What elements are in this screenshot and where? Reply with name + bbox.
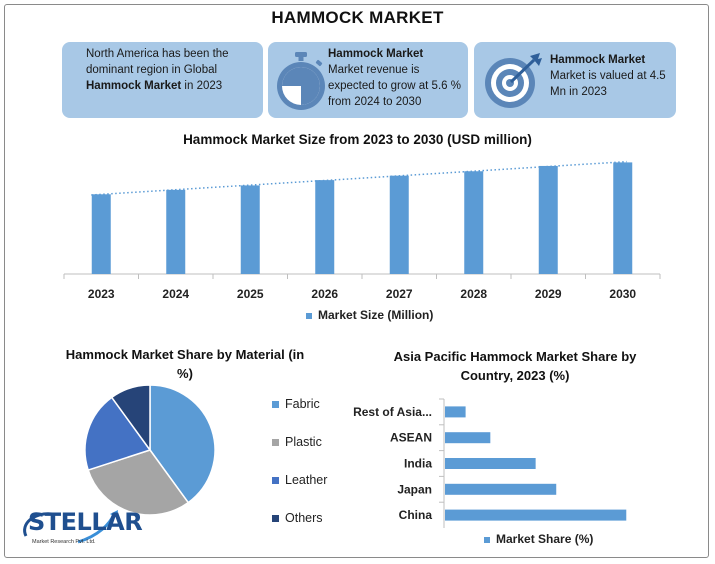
pie-legend-fabric: Fabric — [272, 397, 320, 411]
target-icon — [485, 53, 542, 108]
bar-chart-legend: Market Size (Million) — [306, 308, 433, 322]
y-tick-label: ASEAN — [390, 431, 432, 445]
x-tick-label: 2030 — [609, 287, 636, 301]
bar — [538, 165, 558, 274]
y-tick-label: India — [404, 457, 432, 471]
y-tick-label: China — [399, 508, 433, 522]
pie-legend-leather: Leather — [272, 473, 327, 487]
card-growth-heading: Hammock Market — [328, 48, 424, 60]
pie-legend-label: Leather — [285, 473, 328, 487]
x-tick-label: 2026 — [311, 287, 338, 301]
bar — [613, 162, 633, 274]
hbar-chart-legend: Market Share (%) — [484, 532, 593, 546]
y-tick-label: Rest of Asia... — [353, 405, 432, 419]
x-tick-label: 2023 — [88, 287, 115, 301]
stellar-logo: STELLAR Market Research Pvt. Ltd. — [18, 506, 143, 551]
x-tick-label: 2024 — [162, 287, 189, 301]
pie-slice-fabric — [149, 384, 216, 504]
legend-swatch — [272, 439, 279, 447]
x-tick-label: 2025 — [237, 287, 264, 301]
pie-legend-label: Fabric — [285, 397, 320, 411]
x-tick-label: 2027 — [386, 287, 413, 301]
infographic-frame — [4, 4, 709, 558]
card-region-text: North America has been the dominant regi… — [86, 48, 229, 76]
hbar-chart-title: Asia Pacific Hammock Market Share by Cou… — [393, 349, 637, 383]
legend-swatch — [272, 401, 279, 409]
card-region-bold: Hammock Market — [86, 80, 182, 92]
bar — [166, 189, 186, 274]
pie-legend-label: Others — [285, 511, 323, 525]
pie-legend-label: Plastic — [285, 435, 322, 449]
card-value-heading: Hammock Market — [550, 54, 646, 66]
bar — [389, 175, 409, 274]
pie-legend-others: Others — [272, 511, 323, 525]
pie-slice-leather — [84, 396, 152, 472]
bar-chart-title: Hammock Market Size from 2023 to 2030 (U… — [183, 132, 532, 147]
info-card-region: North America has been the dominant regi… — [62, 42, 263, 118]
info-card-growth: Hammock Market Market revenue is expecte… — [268, 42, 468, 118]
logo-swoosh-icon — [23, 510, 118, 544]
hbar — [445, 432, 491, 444]
card-growth-text: Market revenue is expected to grow at 5.… — [328, 64, 461, 108]
legend-swatch — [306, 312, 312, 319]
info-card-value: Hammock Market Market is valued at 4.5 M… — [474, 42, 676, 118]
bar-legend-label: Market Size (Million) — [318, 308, 434, 322]
logo-wordmark: STELLAR — [28, 508, 143, 536]
stopwatch-icon — [277, 52, 325, 110]
pie-slice-plastic — [87, 449, 190, 516]
legend-swatch — [272, 477, 279, 485]
card-region-text-end: in 2023 — [181, 80, 223, 92]
bar — [91, 194, 111, 274]
pie-slice-others — [110, 384, 151, 453]
hbar — [445, 406, 466, 418]
logo-subtitle: Market Research Pvt. Ltd. — [32, 539, 96, 545]
x-tick-label: 2028 — [460, 287, 487, 301]
bar — [240, 185, 260, 274]
page-title: HAMMOCK MARKET — [271, 8, 444, 27]
hbar-legend-label: Market Share (%) — [496, 532, 594, 546]
legend-swatch — [484, 536, 490, 543]
hbar — [445, 458, 536, 469]
hbar — [445, 509, 627, 521]
y-tick-label: Japan — [397, 482, 432, 496]
legend-swatch — [272, 515, 279, 523]
bar — [315, 180, 335, 274]
pie-legend-plastic: Plastic — [272, 435, 322, 449]
bar — [464, 171, 484, 274]
hbar — [445, 483, 557, 495]
card-value-text: Market is valued at 4.5 Mn in 2023 — [550, 70, 666, 98]
trendline — [91, 160, 627, 196]
x-tick-label: 2029 — [535, 287, 562, 301]
pie-chart-title: Hammock Market Share by Material (in %) — [65, 347, 305, 381]
